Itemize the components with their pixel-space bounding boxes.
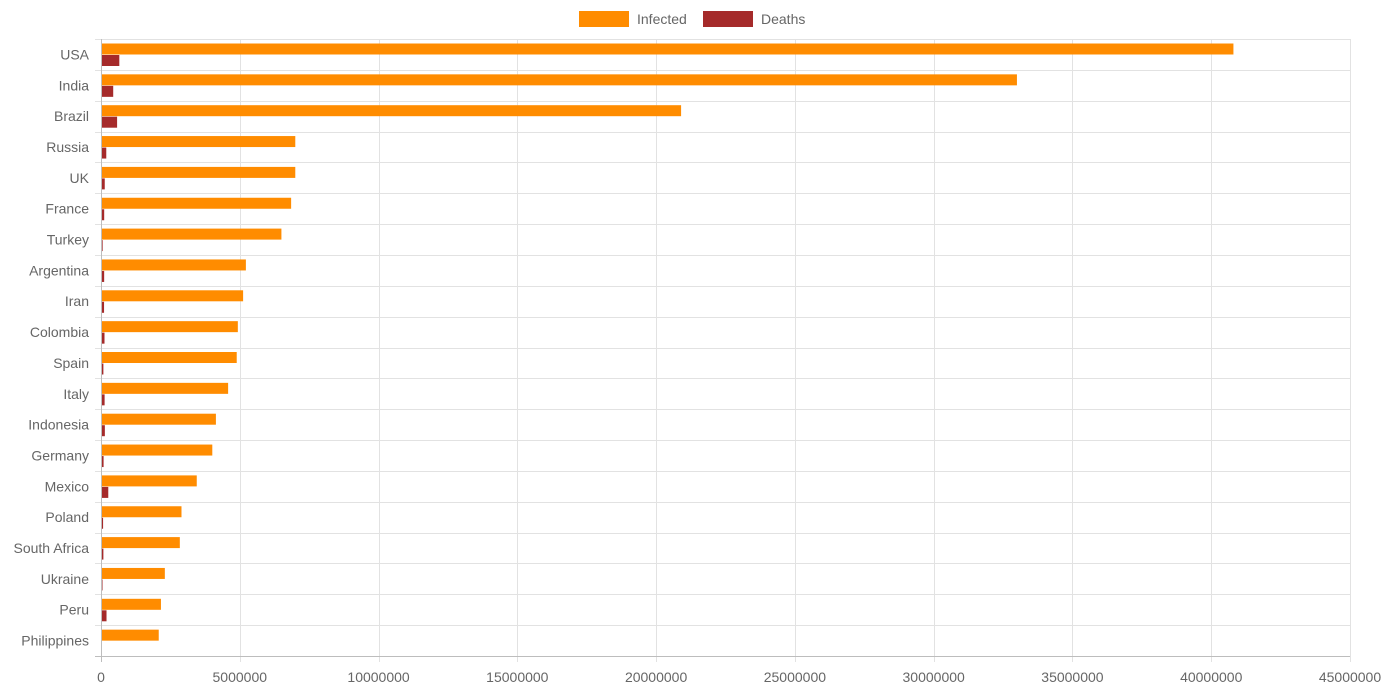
y-axis-tick-labels: USA India Brazil Russia UK France Turkey Argent…	[14, 46, 90, 648]
x-tick-label: 0	[97, 669, 105, 685]
bar-deaths-france[interactable]	[101, 209, 105, 221]
bar-deaths-indonesia[interactable]	[101, 425, 105, 437]
y-tick-label: France	[45, 201, 89, 217]
bar-deaths-iran[interactable]	[101, 301, 105, 313]
bar-deaths-mexico[interactable]	[101, 486, 109, 498]
legend-label-infected: Infected	[637, 11, 687, 27]
bar-infected-colombia[interactable]	[101, 321, 238, 333]
bar-deaths-germany[interactable]	[101, 456, 104, 468]
legend-item-infected[interactable]: Infected	[579, 11, 687, 27]
bar-deaths-brazil[interactable]	[101, 116, 118, 128]
bar-infected-russia[interactable]	[101, 136, 296, 148]
x-tick-label: 30000000	[903, 669, 966, 685]
y-tick-label: Peru	[59, 602, 89, 618]
x-tick-label: 25000000	[764, 669, 827, 685]
bar-deaths-usa[interactable]	[101, 55, 120, 66]
bar-infected-italy[interactable]	[101, 382, 229, 394]
bar-deaths-colombia[interactable]	[101, 332, 105, 344]
bar-deaths-italy[interactable]	[101, 394, 105, 406]
legend-item-deaths[interactable]: Deaths	[703, 11, 805, 27]
bar-infected-iran[interactable]	[101, 290, 244, 302]
x-tick-label: 35000000	[1041, 669, 1104, 685]
x-axis-tick-labels: 0 5000000 10000000 15000000 20000000 25000000…	[97, 669, 1381, 685]
bar-infected-spain[interactable]	[101, 352, 237, 363]
x-tick-label: 5000000	[213, 669, 268, 685]
bar-infected-indonesia[interactable]	[101, 413, 216, 425]
bar-infected-peru[interactable]	[101, 598, 161, 610]
bar-deaths-uk[interactable]	[101, 178, 105, 190]
y-tick-label: Spain	[53, 355, 89, 371]
y-tick-label: Brazil	[54, 108, 89, 124]
x-tick-label: 20000000	[625, 669, 688, 685]
bar-infected-germany[interactable]	[101, 444, 213, 456]
chart-bars	[101, 43, 1234, 653]
y-tick-label: South Africa	[14, 540, 90, 556]
bar-infected-usa[interactable]	[101, 43, 1234, 55]
y-tick-label: Ukraine	[41, 571, 89, 587]
y-tick-label: Colombia	[30, 324, 89, 340]
bar-infected-uk[interactable]	[101, 166, 296, 178]
bar-infected-argentina[interactable]	[101, 259, 246, 271]
bar-infected-france[interactable]	[101, 197, 292, 209]
chart-grid	[95, 39, 1351, 662]
x-tick-label: 10000000	[347, 669, 410, 685]
chart-legend: Infected Deaths	[579, 11, 805, 27]
bar-deaths-peru[interactable]	[101, 610, 107, 622]
bar-infected-india[interactable]	[101, 74, 1017, 86]
legend-label-deaths: Deaths	[761, 11, 805, 27]
y-tick-label: Mexico	[45, 478, 90, 494]
bar-infected-mexico[interactable]	[101, 475, 197, 487]
y-tick-label: Russia	[46, 139, 89, 155]
bar-infected-brazil[interactable]	[101, 105, 682, 117]
y-tick-label: Philippines	[21, 633, 89, 649]
bar-deaths-argentina[interactable]	[101, 270, 105, 282]
bar-infected-philippines[interactable]	[101, 629, 159, 641]
y-tick-label: Argentina	[29, 262, 89, 278]
legend-swatch-infected	[579, 11, 629, 27]
bar-deaths-spain[interactable]	[101, 363, 104, 375]
y-tick-label: Turkey	[47, 232, 89, 248]
y-tick-label: Germany	[31, 447, 89, 463]
bar-infected-south-africa[interactable]	[101, 537, 180, 549]
y-tick-label: India	[59, 77, 90, 93]
chart-axes	[95, 39, 1350, 662]
bar-deaths-poland[interactable]	[101, 517, 104, 529]
y-tick-label: Indonesia	[28, 417, 89, 433]
bar-infected-poland[interactable]	[101, 506, 182, 518]
x-tick-label: 15000000	[486, 669, 549, 685]
y-tick-label: Poland	[45, 509, 89, 525]
legend-swatch-deaths	[703, 11, 753, 27]
y-tick-label: UK	[70, 170, 90, 186]
y-tick-label: Italy	[63, 386, 89, 402]
bar-deaths-india[interactable]	[101, 85, 114, 97]
y-tick-label: USA	[60, 46, 89, 62]
bar-infected-ukraine[interactable]	[101, 567, 165, 579]
y-tick-label: Iran	[65, 293, 89, 309]
x-tick-label: 45000000	[1319, 669, 1382, 685]
bar-infected-turkey[interactable]	[101, 228, 282, 240]
bar-deaths-russia[interactable]	[101, 147, 107, 159]
bar-deaths-south-africa[interactable]	[101, 548, 104, 560]
x-tick-label: 40000000	[1180, 669, 1243, 685]
